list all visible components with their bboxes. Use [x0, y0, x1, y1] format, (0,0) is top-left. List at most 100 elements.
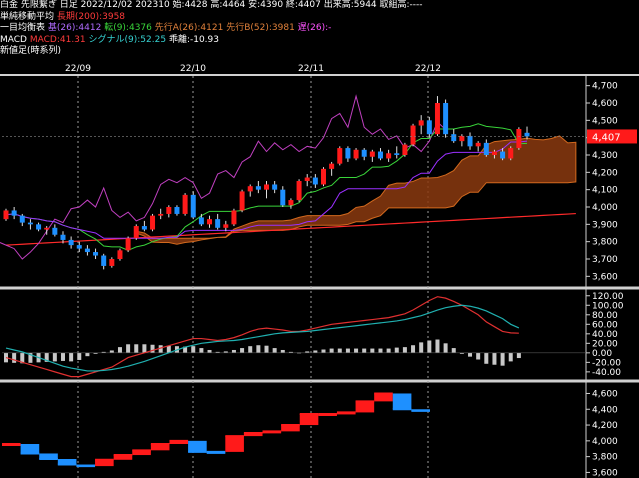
candle-body-46 — [377, 151, 383, 159]
candle-body-56 — [459, 135, 465, 142]
macd-hist-bar-29 — [240, 348, 245, 353]
step-bar-10 — [188, 440, 207, 452]
macd-hist-bar-42 — [345, 348, 350, 353]
macd-hist-bar-25 — [207, 349, 212, 353]
candle-body-4 — [36, 224, 42, 230]
price-y-tick-label-4000: 4,000 — [592, 203, 618, 213]
header-line-sma: 単純移動平均 長期(200):3958 — [0, 12, 639, 24]
macd-hist-bar-14 — [117, 347, 122, 353]
macd-hist-bar-3 — [28, 352, 33, 363]
candle-body-38 — [312, 177, 318, 185]
sma-line — [5, 212, 576, 246]
header-line-ichimoku: 一目均衡表 基(26):4412 転(9):4376 先行A(26):4121 … — [0, 23, 639, 35]
macd-hist-bar-55 — [451, 348, 456, 353]
header-line-macd: MACD MACD:41.31 シグナル(9):52.25 乖離:-10.93 — [0, 35, 639, 47]
macd-hist-bar-47 — [386, 348, 391, 353]
macd-hist-bar-61 — [500, 352, 505, 366]
candle-body-43 — [353, 149, 359, 159]
candle-body-60 — [491, 151, 497, 155]
macd-y-tick-label--40: -40.00 — [592, 368, 621, 378]
step-y-tick-label-4400: 4,400 — [592, 405, 618, 415]
macd-hist-bar-12 — [101, 351, 106, 353]
candle-body-31 — [255, 186, 261, 190]
macd-hist-bar-18 — [150, 344, 155, 353]
candle-body-36 — [296, 181, 302, 201]
step-bar-3 — [57, 459, 77, 465]
header-line-price: 白金 先限繋ぎ 日足 2022/12/02 202310 始:4428 高:44… — [0, 0, 639, 12]
step-bar-16 — [299, 414, 319, 426]
macd-series-0 — [5, 296, 519, 378]
price-y-tick-label-4300: 4,300 — [592, 151, 618, 161]
candle-body-3 — [27, 222, 33, 225]
macd-hist-bar-23 — [191, 346, 196, 353]
macd-hist-bar-56 — [459, 352, 464, 354]
macd-y-tick-label--20: -20.00 — [592, 358, 621, 368]
candle-body-20 — [166, 207, 172, 214]
macd-y-tick-label-40: 40.00 — [592, 330, 618, 340]
macd-hist-bar-58 — [476, 352, 481, 360]
step-bar-15 — [281, 425, 300, 432]
macd-series-1 — [5, 304, 520, 372]
kijun-line — [5, 140, 528, 239]
price-y-tick-label-4100: 4,100 — [592, 186, 618, 196]
candle-body-0 — [3, 210, 9, 220]
macd-y-tick-label-20: 20.00 — [592, 339, 618, 349]
candle-body-15 — [125, 238, 131, 251]
kijun-value: 基(26):4412 — [47, 23, 102, 33]
step-y-tick-label-4600: 4,600 — [592, 389, 618, 399]
macd-hist-bar-27 — [223, 351, 228, 353]
step-bar-19 — [355, 401, 375, 413]
candle-body-57 — [467, 135, 473, 147]
candle-body-34 — [280, 189, 286, 206]
candle-body-33 — [272, 184, 278, 190]
macd-hist-bar-28 — [231, 349, 236, 353]
candle-body-24 — [198, 217, 204, 225]
macd-hist-bar-51 — [419, 342, 424, 353]
macd-hist-bar-26 — [215, 351, 220, 353]
candle-body-54 — [443, 103, 449, 135]
candle-body-61 — [500, 151, 506, 159]
step-bar-5 — [95, 459, 114, 467]
sma-label: 単純移動平均 — [0, 11, 55, 22]
candle-body-11 — [93, 252, 99, 256]
candle-body-10 — [84, 248, 90, 253]
candle-body-49 — [402, 144, 408, 155]
candle-body-22 — [182, 194, 188, 214]
candle-body-16 — [133, 226, 139, 239]
senkou-b-value: 先行B(52):3981 — [226, 23, 295, 33]
candle-body-14 — [117, 250, 123, 259]
macd-value: MACD:41.31 — [29, 34, 86, 45]
x-tick-label-0: 22/09 — [65, 64, 91, 74]
macd-y-tick-label-100: 100.00 — [592, 301, 624, 311]
macd-hist-bar-59 — [484, 352, 489, 364]
macd-hist-bar-62 — [508, 352, 513, 362]
step-bar-20 — [374, 393, 393, 402]
price-y-tick-label-3800: 3,800 — [592, 238, 618, 248]
macd-y-tick-label-60: 60.00 — [592, 320, 618, 330]
macd-hist-bar-38 — [313, 350, 318, 353]
macd-hist-bar-44 — [362, 348, 367, 353]
price-y-tick-label-3700: 3,700 — [592, 255, 618, 265]
candle-body-7 — [60, 234, 66, 240]
last-price-label: 4,407 — [592, 132, 621, 143]
macd-hist-bar-48 — [394, 347, 399, 353]
macd-hist-bar-13 — [109, 350, 114, 353]
price-y-tick-label-4700: 4,700 — [592, 82, 618, 92]
step-bar-7 — [132, 450, 151, 456]
candle-body-58 — [475, 142, 481, 147]
last-price-tag — [587, 129, 637, 144]
candle-body-37 — [304, 177, 310, 181]
macd-hist-bar-40 — [329, 348, 334, 353]
macd-hist-bar-11 — [93, 352, 98, 354]
macd-hist-bar-52 — [427, 340, 432, 353]
macd-hist-bar-37 — [305, 351, 310, 353]
step-bar-1 — [20, 444, 40, 454]
price-y-tick-label-3900: 3,900 — [592, 220, 618, 230]
chart-header: 白金 先限繋ぎ 日足 2022/12/02 202310 始:4428 高:44… — [0, 0, 639, 62]
step-bar-2 — [39, 453, 58, 459]
macd-hist-bar-49 — [402, 347, 407, 353]
macd-hist-bar-15 — [126, 344, 131, 353]
macd-hist-bar-43 — [354, 348, 359, 353]
price-y-tick-label-4200: 4,200 — [592, 168, 618, 178]
